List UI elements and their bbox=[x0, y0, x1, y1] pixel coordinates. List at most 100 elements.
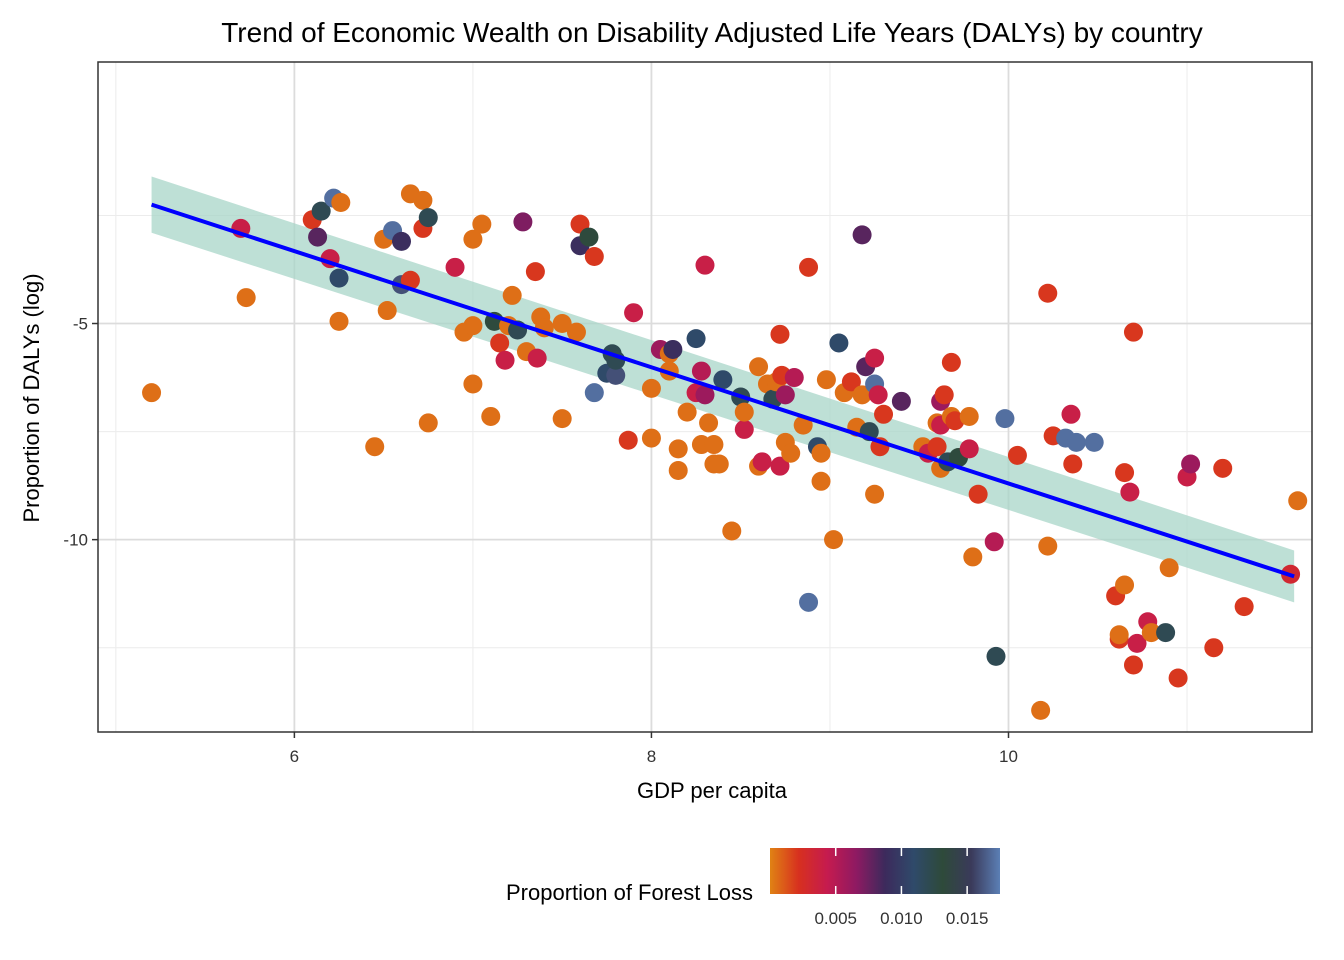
data-point bbox=[463, 229, 483, 249]
data-point bbox=[1038, 536, 1058, 556]
data-point bbox=[1109, 625, 1129, 645]
data-point bbox=[579, 227, 599, 247]
data-point bbox=[513, 212, 533, 232]
data-point bbox=[709, 454, 729, 474]
data-point bbox=[770, 456, 790, 476]
data-point bbox=[799, 592, 819, 612]
data-point bbox=[1141, 623, 1161, 643]
data-point bbox=[734, 419, 754, 439]
data-point bbox=[891, 391, 911, 411]
y-tick-label: -10 bbox=[63, 531, 88, 550]
data-point bbox=[1031, 700, 1051, 720]
data-point bbox=[481, 406, 501, 426]
data-point bbox=[552, 409, 572, 429]
data-point bbox=[984, 532, 1004, 552]
data-point bbox=[816, 370, 836, 390]
x-tick-label: 6 bbox=[290, 747, 299, 766]
data-point bbox=[784, 368, 804, 388]
data-point bbox=[418, 413, 438, 433]
data-point bbox=[677, 402, 697, 422]
data-point bbox=[236, 288, 256, 308]
data-point bbox=[752, 452, 772, 472]
data-point bbox=[606, 365, 626, 385]
color-legend: Proportion of Forest Loss 0.005 0.010 0.01… bbox=[506, 848, 1000, 928]
data-point bbox=[695, 385, 715, 405]
data-point bbox=[1127, 633, 1147, 653]
plot-border bbox=[97, 61, 1313, 733]
data-point bbox=[527, 348, 547, 368]
data-point bbox=[663, 339, 683, 359]
data-point bbox=[329, 311, 349, 331]
data-point bbox=[668, 439, 688, 459]
data-point bbox=[392, 231, 411, 251]
data-point bbox=[959, 439, 979, 459]
data-point bbox=[365, 437, 385, 457]
data-point bbox=[308, 227, 328, 247]
data-point bbox=[1123, 655, 1143, 675]
trend-line bbox=[150, 202, 1295, 579]
data-point bbox=[691, 361, 711, 381]
data-point bbox=[463, 374, 483, 394]
data-point bbox=[722, 521, 742, 541]
data-point bbox=[868, 385, 888, 405]
data-point bbox=[495, 350, 515, 370]
data-point bbox=[400, 270, 420, 290]
data-point bbox=[525, 262, 545, 282]
data-point bbox=[986, 646, 1006, 666]
data-point bbox=[329, 268, 349, 288]
data-point bbox=[852, 225, 872, 245]
data-point bbox=[1115, 575, 1135, 595]
data-point bbox=[699, 413, 719, 433]
data-point bbox=[1123, 322, 1143, 342]
data-point bbox=[686, 329, 706, 349]
data-point bbox=[865, 484, 885, 504]
data-point bbox=[1204, 638, 1224, 658]
data-point bbox=[1288, 491, 1308, 511]
data-point bbox=[811, 471, 831, 491]
data-point bbox=[311, 201, 331, 221]
data-point bbox=[824, 530, 844, 550]
data-point bbox=[963, 547, 983, 567]
data-point bbox=[852, 385, 872, 405]
data-point bbox=[1156, 623, 1176, 643]
data-point bbox=[941, 352, 961, 372]
data-point bbox=[445, 257, 465, 277]
data-point bbox=[668, 460, 688, 480]
data-point bbox=[927, 437, 947, 457]
data-point bbox=[865, 348, 885, 368]
legend-title: Proportion of Forest Loss bbox=[506, 880, 753, 905]
data-point bbox=[934, 385, 954, 405]
data-point bbox=[490, 333, 510, 353]
data-point bbox=[584, 383, 604, 403]
data-point bbox=[472, 214, 492, 234]
data-point bbox=[829, 333, 849, 353]
data-point bbox=[413, 190, 433, 210]
data-point bbox=[463, 316, 483, 336]
data-point bbox=[1234, 597, 1254, 617]
data-point bbox=[1120, 482, 1140, 502]
data-point bbox=[799, 257, 819, 277]
data-point bbox=[1115, 463, 1135, 483]
chart-title: Trend of Economic Wealth on Disability A… bbox=[221, 17, 1203, 48]
data-point bbox=[641, 378, 661, 398]
data-point bbox=[1063, 454, 1083, 474]
data-point bbox=[1038, 283, 1058, 303]
data-point bbox=[1159, 558, 1179, 578]
data-point bbox=[775, 385, 795, 405]
data-point bbox=[734, 402, 754, 422]
data-point bbox=[331, 192, 351, 212]
data-point bbox=[995, 409, 1015, 429]
data-point bbox=[552, 314, 572, 334]
y-tick-label: -5 bbox=[73, 315, 88, 334]
legend-tick-label: 0.010 bbox=[880, 909, 923, 928]
y-axis-title: Proportion of DALYs (log) bbox=[19, 273, 44, 522]
data-point bbox=[811, 443, 831, 463]
data-point bbox=[1213, 458, 1233, 478]
data-point bbox=[695, 255, 715, 275]
plot-area: 6 8 10 -5 -10 bbox=[63, 61, 1313, 766]
data-point bbox=[1168, 668, 1188, 688]
legend-tick-label: 0.015 bbox=[946, 909, 989, 928]
data-point bbox=[566, 322, 586, 342]
data-point bbox=[1084, 432, 1104, 452]
